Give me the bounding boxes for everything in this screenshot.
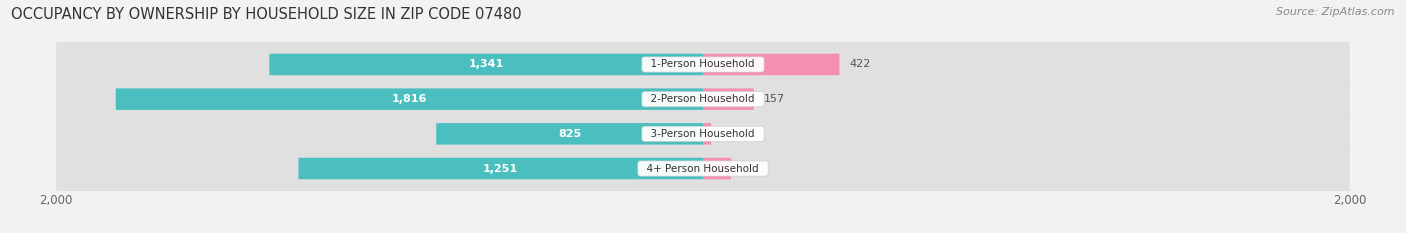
FancyBboxPatch shape [703, 123, 711, 145]
Text: 1,816: 1,816 [392, 94, 427, 104]
Text: OCCUPANCY BY OWNERSHIP BY HOUSEHOLD SIZE IN ZIP CODE 07480: OCCUPANCY BY OWNERSHIP BY HOUSEHOLD SIZE… [11, 7, 522, 22]
FancyBboxPatch shape [56, 146, 1350, 191]
Text: 1,341: 1,341 [468, 59, 503, 69]
Text: 825: 825 [558, 129, 581, 139]
Text: 1-Person Household: 1-Person Household [644, 59, 762, 69]
FancyBboxPatch shape [436, 123, 703, 145]
Text: 2-Person Household: 2-Person Household [644, 94, 762, 104]
Text: 422: 422 [849, 59, 870, 69]
Text: 25: 25 [721, 129, 735, 139]
FancyBboxPatch shape [298, 158, 703, 179]
FancyBboxPatch shape [56, 42, 1350, 87]
Text: 3-Person Household: 3-Person Household [644, 129, 762, 139]
FancyBboxPatch shape [56, 77, 1350, 122]
FancyBboxPatch shape [56, 111, 1350, 156]
Text: Source: ZipAtlas.com: Source: ZipAtlas.com [1277, 7, 1395, 17]
Text: 4+ Person Household: 4+ Person Household [641, 164, 765, 174]
FancyBboxPatch shape [703, 54, 839, 75]
FancyBboxPatch shape [703, 158, 731, 179]
FancyBboxPatch shape [270, 54, 703, 75]
Text: 1,251: 1,251 [484, 164, 519, 174]
Text: 157: 157 [763, 94, 785, 104]
FancyBboxPatch shape [703, 88, 754, 110]
Text: 87: 87 [741, 164, 755, 174]
FancyBboxPatch shape [115, 88, 703, 110]
